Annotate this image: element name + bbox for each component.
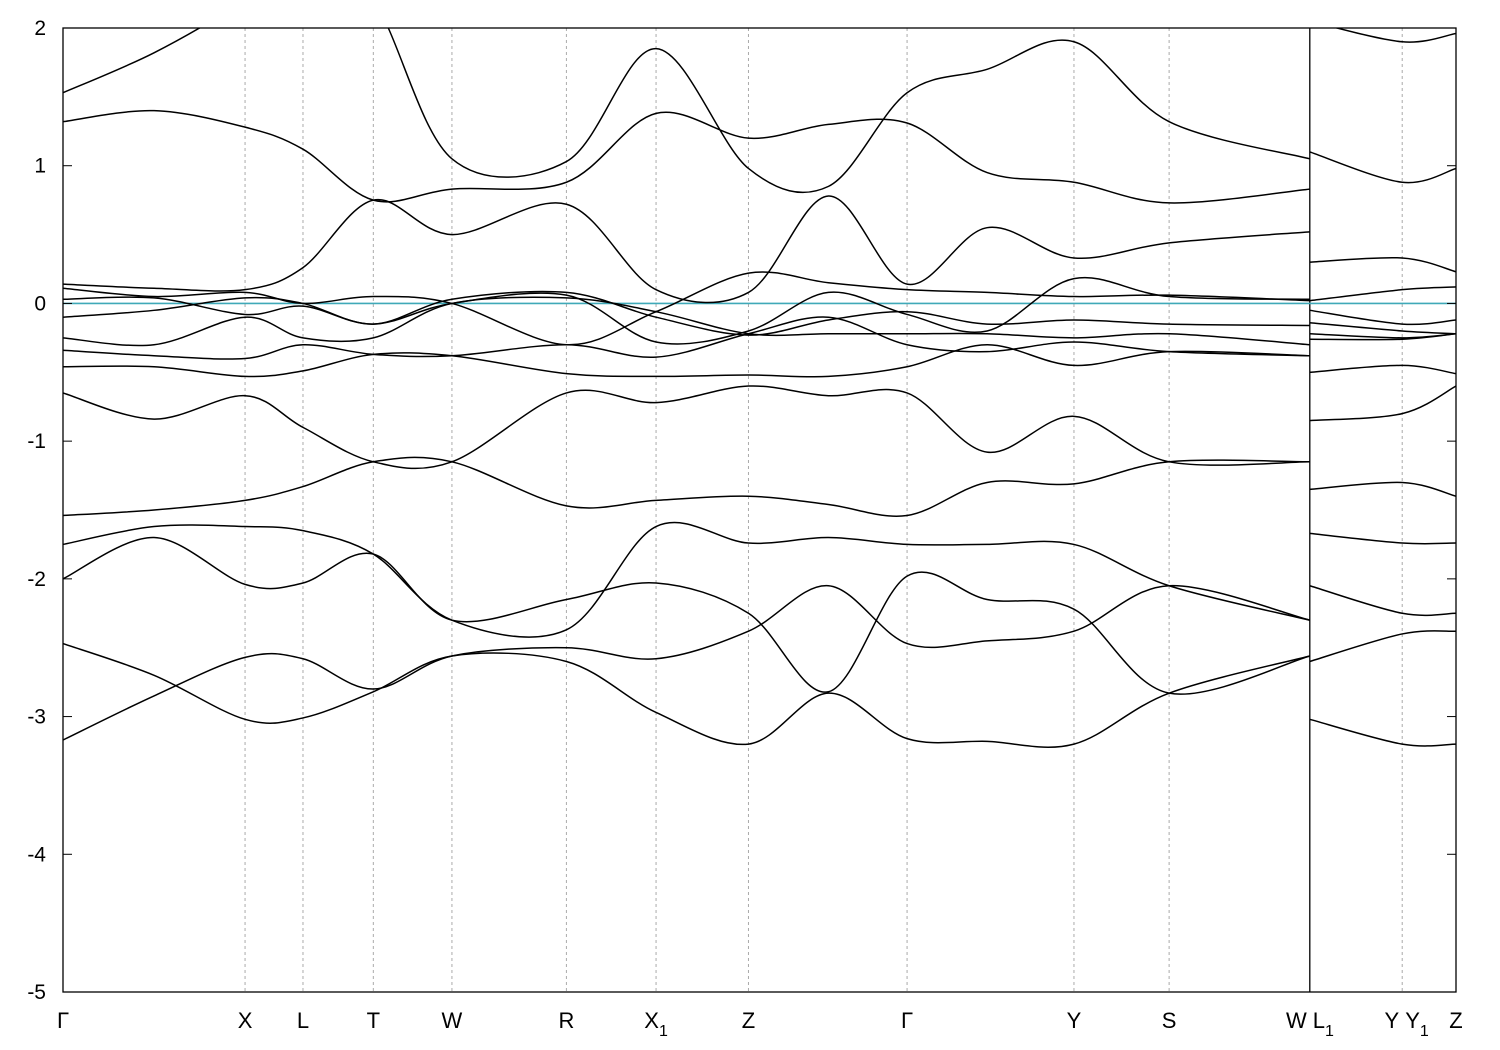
kpoint-label: L1 (1313, 1008, 1334, 1040)
segment2-band-11 (1309, 309, 1456, 326)
main-band-4 (63, 521, 1310, 638)
kpoint-label: Γ (57, 1008, 69, 1033)
segment2-band-2 (1309, 630, 1456, 663)
kpoint-label: X1 (644, 1008, 668, 1040)
segment2-band-13 (1309, 256, 1456, 273)
y-tick-label: 2 (34, 17, 46, 40)
segment2-band-1 (1309, 718, 1456, 747)
main-band-15 (63, 28, 1310, 194)
kpoint-label: Y1 (1405, 1008, 1429, 1040)
main-band-13 (63, 195, 1310, 304)
main-band-3 (63, 536, 1310, 695)
segment2-band-9 (1309, 332, 1456, 339)
main-band-7 (63, 343, 1310, 378)
kpoint-label: X (238, 1008, 253, 1033)
y-tick-label: -4 (27, 843, 46, 866)
kpoint-label: Y (1067, 1008, 1082, 1033)
segment2-band-6 (1309, 385, 1456, 422)
segment2-band-7 (1309, 364, 1456, 375)
kpoint-label: T (367, 1008, 380, 1033)
kpoint-label: S (1162, 1008, 1177, 1033)
y-tick-label: -2 (27, 568, 46, 591)
segment2-band-5 (1309, 481, 1456, 497)
main-band-5 (63, 456, 1310, 517)
segment2-band-4 (1309, 532, 1456, 545)
main-band-2 (63, 642, 1310, 748)
segment2-band-10 (1309, 321, 1456, 335)
y-tick-label: -1 (27, 430, 46, 453)
kpoint-label: Z (1449, 1008, 1462, 1033)
main-band-10 (63, 290, 1310, 336)
band-layer (63, 28, 1456, 748)
y-tick-label: -3 (27, 706, 46, 729)
y-tick-label: -5 (27, 981, 46, 1004)
kpoint-label: L (297, 1008, 309, 1033)
kpoint-label: Γ (901, 1008, 913, 1033)
kpoint-label: W (442, 1008, 463, 1033)
kpoint-label: W (1286, 1008, 1307, 1033)
kpoint-label: Y (1385, 1008, 1400, 1033)
y-tick-label: 1 (34, 155, 46, 178)
kpoint-label: R (558, 1008, 574, 1033)
kpoint-label: Z (742, 1008, 755, 1033)
segment2-band-12 (1309, 286, 1456, 302)
axis-layer: 210-1-2-3-4-5Γ X L T W R X1 Z Γ Y S W L1 Y Y1 Z (27, 17, 1462, 1040)
main-band-8 (63, 316, 1310, 360)
main-band-12 (63, 271, 1310, 346)
main-band-6 (63, 385, 1310, 470)
grid-layer (244, 28, 1403, 992)
segment2-band-14 (1309, 151, 1456, 184)
y-tick-label: 0 (34, 292, 46, 315)
main-band-14 (63, 109, 1310, 204)
main-band-11 (63, 276, 1310, 345)
segment2-band-3 (1309, 585, 1456, 617)
segment2-band-15 (1333, 28, 1456, 43)
main-band-1 (63, 584, 1310, 741)
plot-frame (62, 27, 1457, 993)
